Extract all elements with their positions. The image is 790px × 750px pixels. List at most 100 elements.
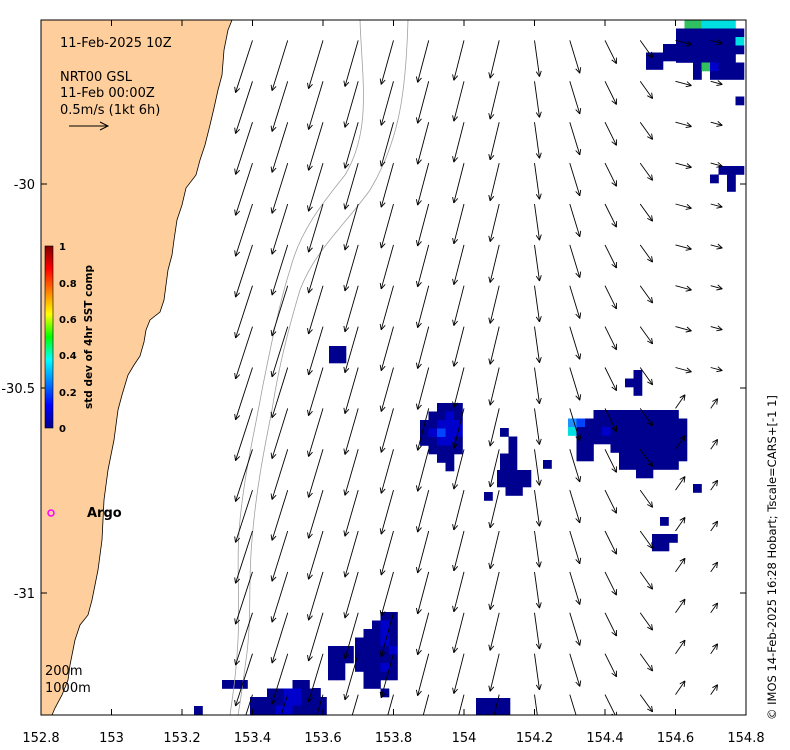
current-vector [675,162,692,169]
sst-cell [476,698,485,707]
current-vector [710,602,719,614]
sst-cell [636,461,645,470]
sst-cell [684,28,694,38]
sst-cell [727,45,736,55]
current-vector [569,489,582,524]
current-vector [534,449,542,486]
sst-cell [610,418,620,428]
sst-cell [676,54,685,63]
current-vector [569,326,582,360]
sst-cell [693,484,702,493]
current-vector [234,367,253,421]
current-vector [270,653,289,705]
current-vector [488,653,500,692]
sst-cell [275,688,285,698]
sst-cell [644,427,654,436]
current-vector [534,244,542,282]
current-vector [234,449,253,502]
imos-credit: © IMOS 14-Feb-2025 16:28 Hobart; Tscale=… [765,395,779,720]
current-vector [234,285,253,339]
sst-cell [312,705,321,714]
current-vector [234,489,253,543]
current-vector [280,694,289,715]
sst-cell [633,370,643,379]
sst-cell [428,411,438,421]
current-vector [534,653,542,691]
sst-cell [701,20,711,29]
sst-cell [646,61,655,70]
sst-cell [522,478,532,488]
sst-cell [497,470,506,479]
lon-tick-labels: 152.8 153 153.2 153.4 153.6 153.8 154 15… [22,731,764,746]
current-vector [234,244,253,298]
sst-cell [670,418,679,428]
current-vector [379,326,394,371]
axis-ticks [40,20,747,715]
sst-cell [267,688,276,698]
sst-cell [380,654,390,664]
sst-cell [661,427,671,436]
current-vector [488,122,500,161]
sst-cell [627,410,637,419]
current-vector [270,367,289,419]
sst-cell [661,410,671,419]
current-vector [343,40,359,87]
sst-cell [701,37,711,46]
sst-cell [576,435,586,445]
sst-cell [380,671,390,681]
sst-cell [500,428,509,437]
current-vector [569,81,582,115]
current-vector [569,694,577,715]
current-vector [675,598,686,614]
current-vector [675,367,692,374]
sst-cell [437,445,446,455]
sst-cell [312,696,321,706]
argo-marker [47,509,55,517]
sst-cell [669,534,678,543]
colorbar-gradient [44,245,54,429]
sst-cell [644,435,654,445]
data-source: NRT00 GSL [60,70,133,85]
sst-cell [727,174,736,184]
sst-cell [619,427,628,436]
colorbar-tick-label: 0.8 [59,279,77,290]
sst-cell [389,620,398,630]
current-vector [452,162,465,204]
current-vector [710,520,719,532]
sst-cell [508,453,518,463]
sst-cell [718,71,728,80]
current-vector [534,40,542,77]
sst-cell [710,54,719,63]
lon-tick-label: 153 [99,731,124,746]
current-vector [604,449,617,473]
sst-cell [454,428,463,438]
sst-cell [727,166,736,175]
sst-cell [318,705,327,715]
sst-cell [727,28,736,38]
sst-cell [355,663,364,672]
current-vector [604,40,617,64]
sst-cell [693,54,702,63]
lat-tick-labels: -30 -30.5 -31 [1,178,35,602]
current-vector [270,81,289,132]
current-vector [534,326,542,364]
sst-cell [636,418,645,428]
sst-cell [627,427,637,436]
sst-cell [420,437,429,446]
sst-cell [576,452,586,462]
current-vector [675,680,686,695]
current-vector [307,612,324,662]
sst-cell [663,52,672,62]
current-vector [270,326,289,378]
sst-cell [437,411,446,421]
sst-cell [372,671,381,681]
sst-cell [661,435,671,445]
sst-cell [585,452,594,462]
sst-cell [710,45,719,55]
sst-cell [576,444,586,453]
current-vector [488,449,500,488]
sst-cell [619,444,628,453]
sst-cell [602,410,611,419]
sst-cell [389,671,398,681]
